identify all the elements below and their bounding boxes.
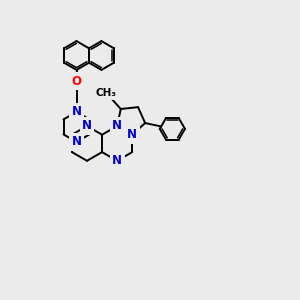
Text: N: N bbox=[112, 119, 122, 133]
Text: CH₃: CH₃ bbox=[96, 88, 117, 98]
Text: N: N bbox=[71, 135, 82, 148]
Text: O: O bbox=[71, 75, 82, 88]
Text: N: N bbox=[112, 154, 122, 167]
Text: N: N bbox=[112, 119, 122, 133]
Text: N: N bbox=[82, 119, 92, 133]
Text: N: N bbox=[127, 128, 137, 141]
Text: N: N bbox=[71, 105, 82, 119]
